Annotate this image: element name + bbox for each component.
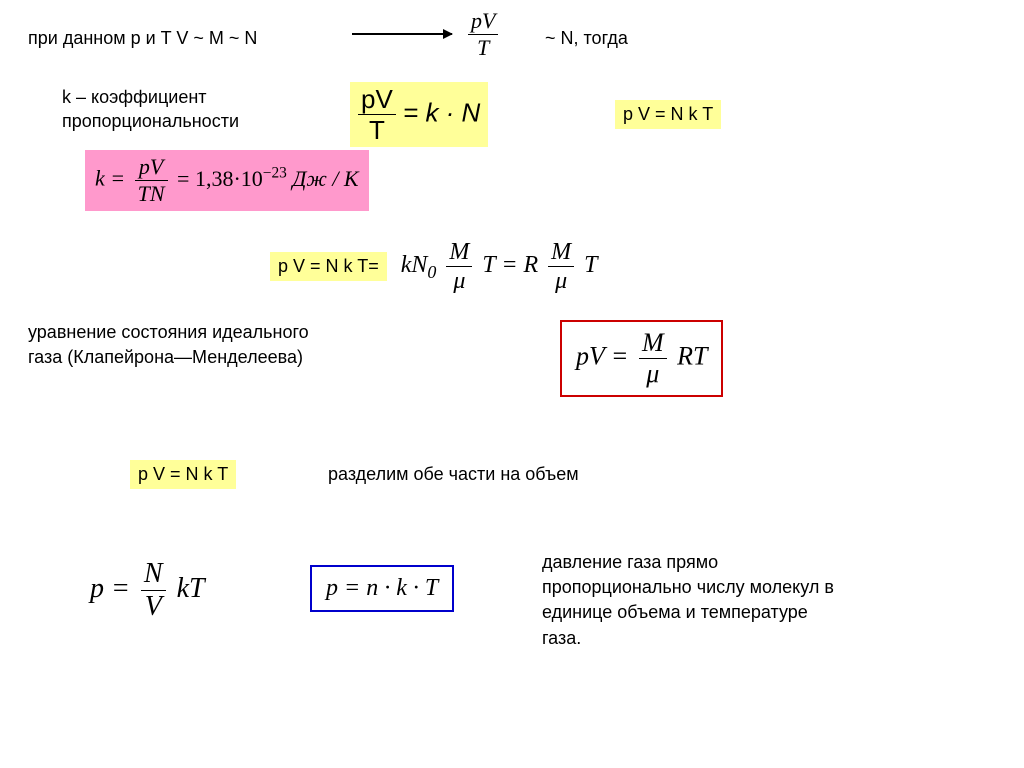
eq-pv-equals-nkt-2: p V = N k T xyxy=(130,460,236,489)
arrow-icon xyxy=(352,33,452,35)
eq-p-equals-nv-kt: p = N V kT xyxy=(90,560,205,621)
k-coefficient-label: k – коэффициентпропорциональности xyxy=(62,85,239,134)
line1-text-b: ~ N, тогда xyxy=(545,28,628,49)
eq-p-equals-nkt: p = n · k · T xyxy=(310,565,454,612)
eq4-prefix: p V = N k T= xyxy=(270,252,387,281)
pressure-proportional-label: давление газа прямо пропорционально числ… xyxy=(542,550,834,651)
eq-pv-over-t-equals-kn: pV T = k · N xyxy=(350,82,488,147)
eq-boltzmann-constant: k = pV TN = 1,38·10−23 Дж / К xyxy=(85,150,369,211)
line1-text-a: при данном p и T V ~ M ~ N xyxy=(28,28,257,49)
eq-pv-equals-nkt-1: p V = N k T xyxy=(615,100,721,129)
line1-pv-over-t: pV T xyxy=(468,10,498,59)
eq-pv-nkt-expanded: p V = N k T= kN0 M μ T = R M μ T xyxy=(270,240,598,293)
equation-of-state-label: уравнение состояния идеального газа (Кла… xyxy=(28,320,309,370)
eq-mendeleev-clapeyron: pV = M μ RT xyxy=(560,320,723,397)
divide-both-sides-label: разделим обе части на объем xyxy=(328,464,579,485)
